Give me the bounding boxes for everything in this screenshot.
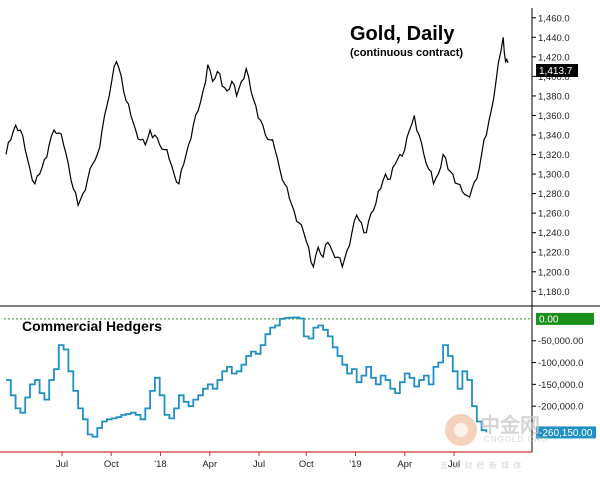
x-axis-tick-label: Jul xyxy=(56,459,68,470)
hedger-y-tick-label: -200,000.0 xyxy=(538,402,583,413)
price-y-tick: 1,460.0 xyxy=(532,13,570,24)
price-y-tick-label: 1,400.0 xyxy=(538,72,570,83)
price-y-tick: 1,360.0 xyxy=(532,111,570,122)
price-y-tick-label: 1,200.0 xyxy=(538,267,570,278)
price-chart-title: Gold, Daily xyxy=(350,23,455,45)
price-y-tick-label: 1,280.0 xyxy=(538,189,570,200)
price-y-tick: 1,400.0 xyxy=(532,72,570,83)
x-axis-tick: Jul xyxy=(448,452,460,470)
hedger-y-tick-label: -50,000.00 xyxy=(538,336,583,347)
hedger-last-value-label: -260,150.00 xyxy=(539,428,593,439)
price-y-tick: 1,440.0 xyxy=(532,33,570,44)
watermark-tagline: 五 文 财 经 新 媒 体 xyxy=(440,460,522,470)
price-y-tick: 1,280.0 xyxy=(532,189,570,200)
zero-value-tag xyxy=(536,312,594,325)
price-y-tick-label: 1,420.0 xyxy=(538,52,570,63)
price-y-tick-label: 1,360.0 xyxy=(538,111,570,122)
price-y-tick: 1,380.0 xyxy=(532,91,570,102)
watermark: 中金网 CNGOLD.ORG 五 文 财 经 新 媒 体 xyxy=(440,413,549,470)
price-last-value-tag xyxy=(536,64,578,77)
x-axis-tick: Jul xyxy=(253,452,265,470)
watermark-text: 中金网 xyxy=(480,413,540,437)
price-y-tick: 1,320.0 xyxy=(532,150,570,161)
price-y-tick-label: 1,320.0 xyxy=(538,150,570,161)
zero-value-label: 0.00 xyxy=(539,314,559,325)
price-y-tick: 1,180.0 xyxy=(532,287,570,298)
x-axis-tick-label: '19 xyxy=(349,459,361,470)
hedger-panel: -50,000.00 -100,000.0 -150,000.0 -200,000.0… xyxy=(4,306,596,452)
x-axis-tick-label: Oct xyxy=(299,459,314,470)
hedger-y-ticks: -50,000.00 -100,000.0 -150,000.0 -200,000.0 xyxy=(532,336,583,413)
hedger-line xyxy=(6,316,488,438)
x-axis-tick-label: '18 xyxy=(154,459,166,470)
watermark-url: CNGOLD.ORG xyxy=(484,435,549,444)
price-y-tick: 1,300.0 xyxy=(532,170,570,181)
price-y-tick-label: 1,220.0 xyxy=(538,248,570,259)
hedger-y-tick: -150,000.0 xyxy=(532,380,583,391)
x-axis-tick-label: Jul xyxy=(253,459,265,470)
price-y-tick: 1,420.0 xyxy=(532,52,570,63)
price-y-tick-label: 1,440.0 xyxy=(538,33,570,44)
x-axis-ticks: Jul Oct '18 Apr Jul Oct '19 Apr Jul xyxy=(56,452,460,470)
watermark-logo-inner-icon xyxy=(454,423,468,437)
x-axis-tick-label: Apr xyxy=(202,459,217,470)
price-last-value-label: 1,413.7 xyxy=(539,66,573,77)
price-line xyxy=(5,37,509,270)
hedger-y-tick: -200,000.0 xyxy=(532,402,583,413)
x-axis-tick: Apr xyxy=(397,452,412,470)
price-y-tick: 1,260.0 xyxy=(532,209,570,220)
x-axis-tick-label: Jul xyxy=(448,459,460,470)
price-y-tick-label: 1,180.0 xyxy=(538,287,570,298)
price-y-tick-label: 1,260.0 xyxy=(538,209,570,220)
x-axis-tick-label: Oct xyxy=(104,459,119,470)
price-y-tick: 1,340.0 xyxy=(532,130,570,141)
hedger-y-tick: -100,000.0 xyxy=(532,358,583,369)
hedger-y-tick-label: -150,000.0 xyxy=(538,380,583,391)
price-y-tick-label: 1,240.0 xyxy=(538,228,570,239)
price-panel: 1,180.0 1,200.0 1,220.0 1,240.0 1,260.0 1,280… xyxy=(5,8,578,306)
x-axis-tick-label: Apr xyxy=(397,459,412,470)
price-y-tick-label: 1,460.0 xyxy=(538,13,570,24)
x-axis-tick: Oct xyxy=(104,452,119,470)
price-y-tick: 1,220.0 xyxy=(532,248,570,259)
price-y-ticks: 1,180.0 1,200.0 1,220.0 1,240.0 1,260.0 1,280… xyxy=(532,13,570,298)
x-axis-tick: Apr xyxy=(202,452,217,470)
x-axis-tick: Jul xyxy=(56,452,68,470)
x-axis-tick: '19 xyxy=(349,452,362,470)
price-chart-subtitle: (continuous contract) xyxy=(350,47,463,59)
price-y-tick: 1,200.0 xyxy=(532,267,570,278)
hedger-last-value-tag xyxy=(536,426,596,439)
x-axis-tick: '18 xyxy=(154,452,167,470)
hedger-y-tick: -50,000.00 xyxy=(532,336,583,347)
price-y-tick-label: 1,300.0 xyxy=(538,170,570,181)
hedger-y-tick-label: -100,000.0 xyxy=(538,358,583,369)
x-axis-tick: Oct xyxy=(299,452,314,470)
price-y-tick-label: 1,380.0 xyxy=(538,91,570,102)
price-y-tick: 1,240.0 xyxy=(532,228,570,239)
price-y-tick-label: 1,340.0 xyxy=(538,130,570,141)
hedger-panel-label: Commercial Hedgers xyxy=(22,318,162,334)
